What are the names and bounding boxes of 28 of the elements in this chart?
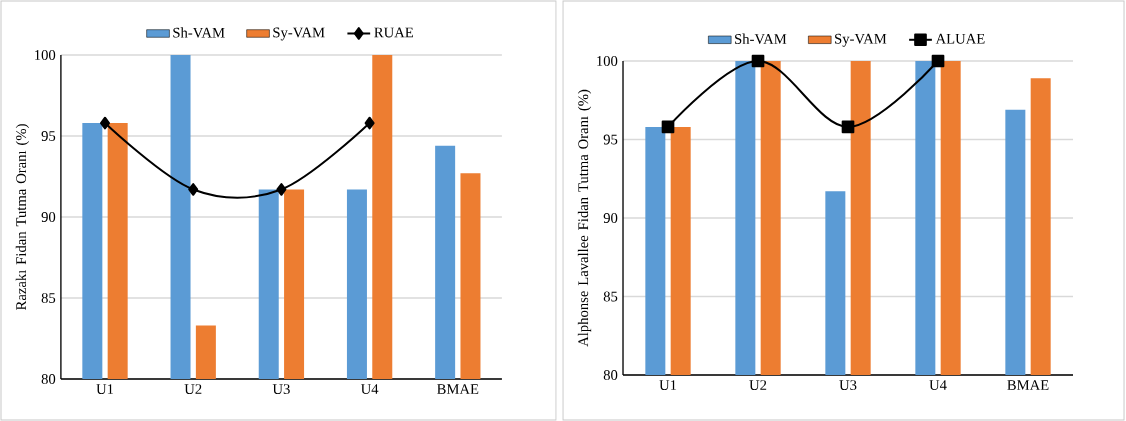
y-tick-label: 100: [35, 50, 56, 60]
x-tick-label: U3: [272, 384, 290, 395]
x-tick-label: BMAE: [437, 384, 479, 394]
x-tick-label: U2: [749, 380, 767, 391]
legend-label: Sy-VAM: [273, 27, 325, 41]
legend-label: Sh-VAM: [735, 33, 787, 45]
x-tick-label: U1: [96, 384, 114, 394]
y-tick-label: 80: [41, 374, 56, 384]
y-tick-label: 85: [41, 293, 56, 303]
y-tick-label: 80: [603, 370, 618, 380]
y-tick-label: 95: [603, 134, 618, 145]
x-tick-label: U1: [659, 380, 677, 390]
y-tick-label: 90: [41, 212, 56, 222]
x-tick-label: U4: [929, 380, 947, 390]
x-tick-label: U2: [184, 384, 202, 395]
x-tick-label: U4: [360, 384, 379, 394]
legend-label: Sy-VAM: [835, 33, 887, 47]
y-tick-label: 90: [603, 213, 618, 223]
y-axis-title: Alphonse Lavallee Fidan Tutma Oranı (%): [577, 89, 592, 347]
y-tick-label: 100: [597, 56, 618, 66]
x-tick-label: U3: [839, 380, 857, 391]
legend-label: Sh-VAM: [173, 27, 225, 38]
y-axis-title: Razakı Fidan Tutma Oranı (%): [15, 124, 30, 310]
x-tick-label: BMAE: [1007, 380, 1049, 390]
y-tick-label: 85: [603, 291, 618, 302]
legend-label: ALUAE: [935, 33, 985, 44]
y-tick-label: 95: [41, 131, 56, 141]
legend-label: RUAE: [374, 27, 414, 38]
